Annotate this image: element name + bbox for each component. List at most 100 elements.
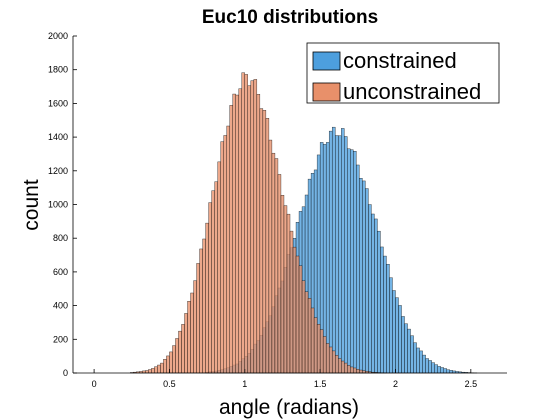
y-tick-label: 0: [63, 368, 68, 378]
bar: [401, 316, 405, 374]
bar: [325, 142, 330, 374]
bar: [214, 181, 218, 374]
bar: [425, 358, 429, 374]
bar: [181, 324, 185, 374]
bar: [250, 80, 255, 374]
x-axis-label: angle (radians): [219, 396, 359, 419]
bar: [163, 359, 167, 374]
bar: [274, 158, 279, 374]
bar: [199, 248, 203, 374]
y-tick-label: 1800: [48, 65, 68, 75]
bar: [307, 298, 312, 374]
bar: [319, 329, 324, 374]
bar: [289, 230, 294, 374]
legend-label: unconstrained: [343, 79, 481, 104]
chart-title: Euc10 distributions: [202, 7, 378, 28]
bar: [160, 362, 164, 374]
bar: [440, 367, 444, 374]
y-tick-label: 1000: [48, 200, 68, 210]
bar: [283, 205, 288, 374]
bar: [383, 255, 387, 374]
y-tick-label: 1600: [48, 98, 68, 108]
bar: [347, 148, 351, 374]
y-tick-label: 1400: [48, 132, 68, 142]
bar: [193, 280, 197, 374]
bar: [265, 118, 270, 374]
bar: [238, 88, 242, 374]
bar: [217, 161, 221, 374]
x-tick-label: 1.5: [314, 379, 327, 389]
y-tick-label: 1200: [48, 166, 68, 176]
bar: [392, 290, 396, 374]
bar: [331, 350, 336, 374]
bar: [371, 213, 375, 374]
bar: [229, 105, 233, 374]
bar: [187, 301, 191, 374]
bar: [295, 255, 300, 374]
bar: [304, 291, 309, 374]
bar: [313, 317, 318, 374]
bar: [256, 94, 261, 374]
bar: [407, 328, 411, 374]
bar: [341, 128, 345, 374]
bar: [322, 336, 327, 374]
bar: [395, 297, 399, 374]
bar: [316, 324, 321, 374]
legend: constrained unconstrained: [306, 42, 500, 104]
bar: [280, 195, 285, 374]
bar: [223, 135, 227, 374]
bar: [446, 369, 450, 374]
legend-swatch: [312, 51, 341, 71]
bar: [253, 79, 258, 374]
bar: [226, 125, 230, 374]
bar: [277, 174, 282, 374]
bar: [437, 366, 441, 374]
bar: [148, 369, 152, 374]
bar: [244, 74, 248, 374]
bar: [338, 135, 342, 374]
y-tick-label: 400: [53, 301, 68, 311]
bar: [268, 139, 273, 374]
bar: [211, 190, 215, 374]
bar: [325, 343, 330, 374]
bar: [353, 151, 357, 374]
bar: [362, 180, 366, 374]
bar: [328, 130, 333, 374]
bar: [335, 135, 339, 374]
bar: [428, 360, 432, 374]
bar: [151, 368, 155, 374]
bar: [247, 85, 252, 374]
y-axis-label: count: [20, 179, 43, 231]
plot-area: [130, 72, 478, 374]
bar: [262, 110, 267, 374]
bar: [344, 136, 348, 374]
bar: [350, 149, 354, 374]
bar: [208, 202, 212, 374]
bar: [175, 338, 179, 374]
bar: [205, 222, 209, 374]
bar: [241, 72, 245, 374]
bar: [344, 362, 348, 374]
bar: [178, 330, 182, 374]
bar: [202, 238, 206, 374]
x-tick-label: 1: [242, 379, 247, 389]
x-tick-label: 0: [92, 379, 97, 389]
bar: [292, 246, 297, 374]
bar: [166, 355, 170, 374]
bar: [368, 204, 372, 374]
bar: [350, 366, 354, 374]
axes: 0 0.5 1 1.5 2 2.5 0 200 400 600 800 1000 1200 1400 160…: [48, 31, 507, 389]
bar: [220, 141, 224, 374]
bar: [356, 164, 360, 374]
bar: [410, 335, 414, 374]
bar: [389, 277, 393, 374]
bar: [157, 364, 161, 374]
y-tick-label: 200: [53, 334, 68, 344]
bar: [286, 213, 291, 374]
bar: [443, 368, 447, 374]
bar: [298, 265, 303, 374]
legend-swatch: [312, 82, 341, 102]
bar: [422, 354, 426, 374]
bar: [359, 178, 363, 374]
bar: [341, 360, 345, 374]
